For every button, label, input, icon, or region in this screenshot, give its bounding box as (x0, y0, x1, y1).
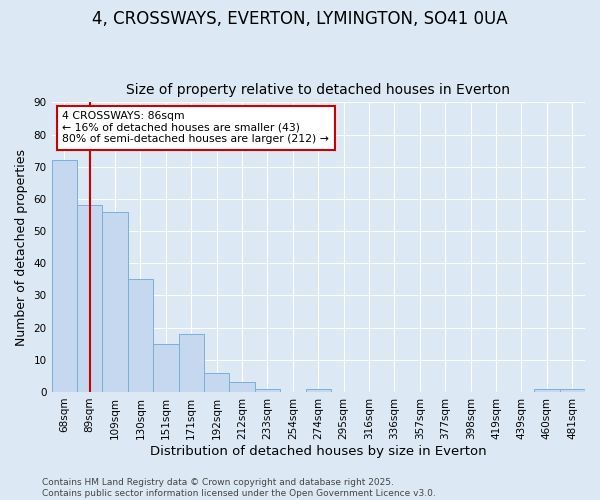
X-axis label: Distribution of detached houses by size in Everton: Distribution of detached houses by size … (150, 444, 487, 458)
Bar (153, 344, 179, 392)
Bar (52, 160, 77, 392)
Text: 4 CROSSWAYS: 86sqm
← 16% of detached houses are smaller (43)
80% of semi-detache: 4 CROSSWAYS: 86sqm ← 16% of detached hou… (62, 111, 329, 144)
Bar (77, 206, 103, 392)
Bar (255, 388, 280, 392)
Bar (229, 382, 255, 392)
Bar (204, 372, 229, 392)
Title: Size of property relative to detached houses in Everton: Size of property relative to detached ho… (126, 83, 510, 97)
Bar (179, 334, 204, 392)
Bar (305, 388, 331, 392)
Text: Contains HM Land Registry data © Crown copyright and database right 2025.
Contai: Contains HM Land Registry data © Crown c… (42, 478, 436, 498)
Y-axis label: Number of detached properties: Number of detached properties (15, 148, 28, 346)
Text: 4, CROSSWAYS, EVERTON, LYMINGTON, SO41 0UA: 4, CROSSWAYS, EVERTON, LYMINGTON, SO41 0… (92, 10, 508, 28)
Bar (103, 212, 128, 392)
Bar (128, 280, 153, 392)
Bar (534, 388, 560, 392)
Bar (560, 388, 585, 392)
